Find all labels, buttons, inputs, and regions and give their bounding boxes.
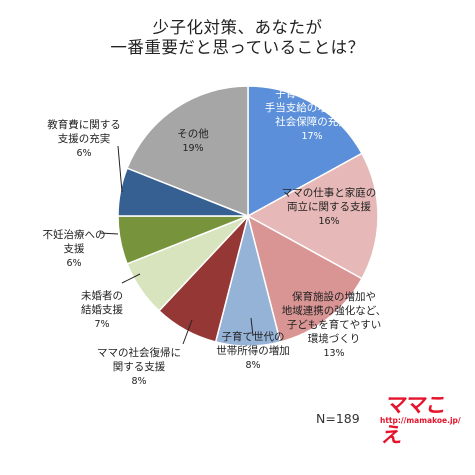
slice-label: 保育施設の増加や地域連携の強化など、子どもを育てやすい環境づくり 13%: [282, 290, 386, 359]
leader-line: [117, 145, 123, 193]
chart-title-line2: 一番重要だと思っていることは？: [110, 38, 365, 57]
brand-url[interactable]: http://mamakoe.jp/: [380, 416, 461, 425]
leader-line: [121, 273, 141, 284]
chart-title-line1: 少子化対策、あなたが: [152, 18, 323, 37]
brand-logo[interactable]: ママこえ http://mamakoe.jp/: [380, 389, 461, 447]
leader-line: [250, 317, 254, 337]
slice-label: 未婚者の結婚支援 7%: [81, 289, 123, 330]
slice-label: ママの仕事と家庭の両立に関する支援 16%: [282, 186, 377, 227]
leader-line: [99, 232, 119, 235]
sample-size-note: N=189: [316, 411, 360, 426]
leader-line: [182, 319, 193, 345]
pie-slice: [247, 85, 363, 218]
pie-slice: [126, 85, 249, 218]
pie-slice: [246, 152, 379, 280]
slice-label: 不妊治療への支援 6%: [43, 228, 106, 269]
slice-label: その他 19%: [177, 127, 209, 154]
slice-label: 教育費に関する支援の充実 6%: [47, 118, 121, 159]
slice-label: 子育て世代の世帯所得の増加 8%: [216, 330, 290, 371]
slice-label: ママの社会復帰に関する支援 8%: [97, 346, 181, 387]
slice-label: 子育て世帯への手当支給の増額など社会保障の充実 17%: [265, 87, 360, 142]
pie-slice: [246, 214, 363, 343]
